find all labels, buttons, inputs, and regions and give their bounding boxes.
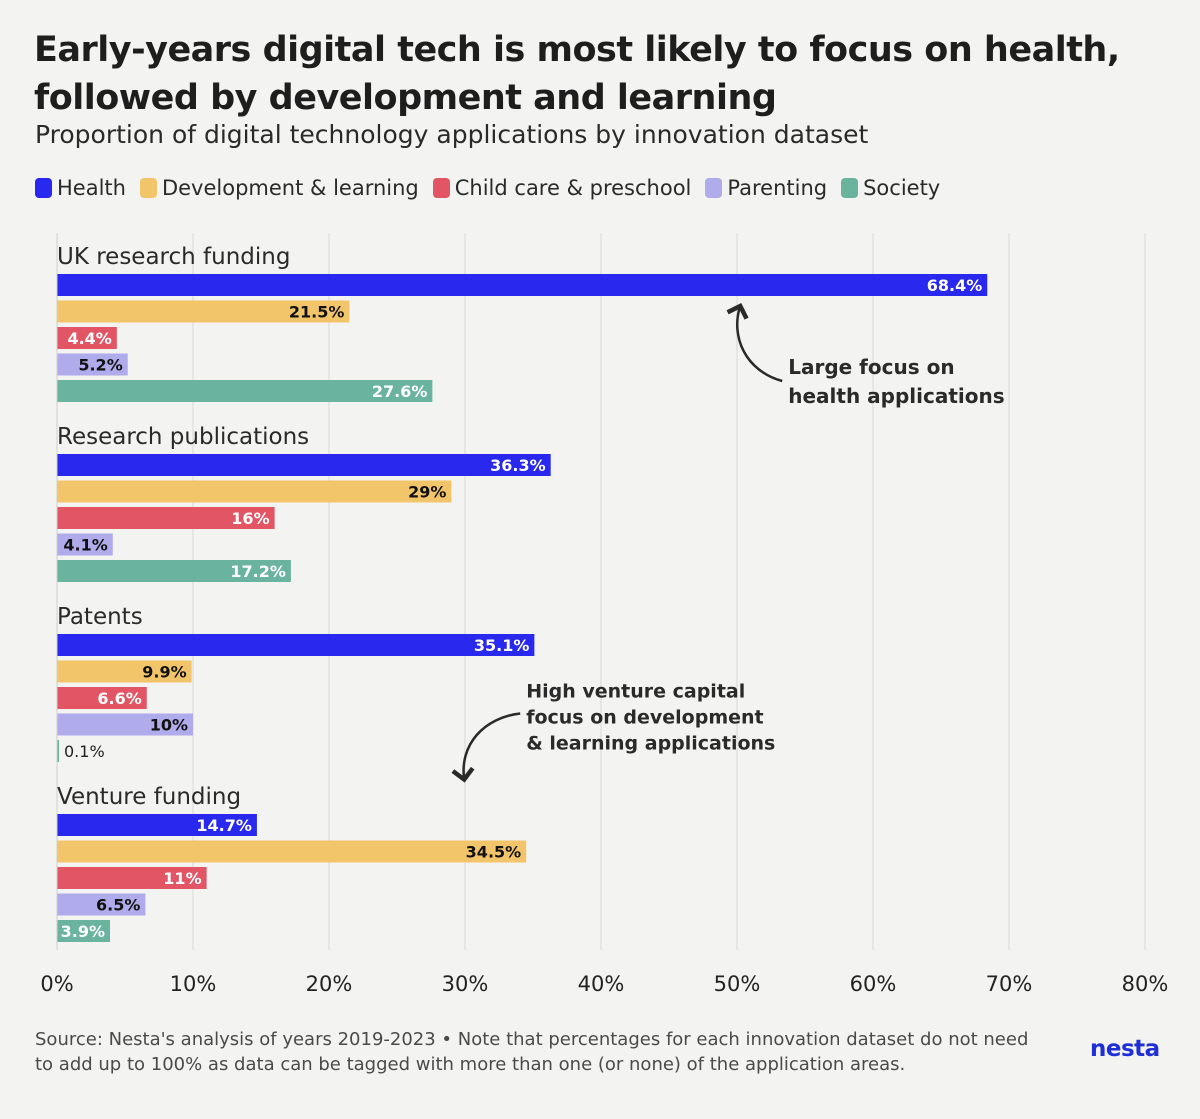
- data-label: 34.5%: [466, 843, 522, 862]
- annotation-venture-line: focus on development: [526, 707, 763, 729]
- chart-title: Early-years digital tech is most likely …: [34, 26, 1154, 122]
- group-label-venture-funding: Venture funding: [57, 784, 241, 810]
- chart-title-line-1: Early-years digital tech is most likely …: [34, 30, 1120, 70]
- chart-title-line-2: followed by development and learning: [34, 78, 777, 118]
- bar-research-publications-society: [57, 560, 291, 582]
- bar-uk-research-funding-child-care-and-preschool: [57, 327, 117, 349]
- x-tick-label: 20%: [306, 972, 353, 996]
- bar-patents-health: [57, 634, 535, 656]
- x-tick-label: 60%: [850, 972, 897, 996]
- data-label: 27.6%: [372, 382, 428, 401]
- annotation-health-line: Large focus on: [788, 355, 954, 379]
- x-tick-label: 80%: [1122, 972, 1169, 996]
- bar-research-publications-development-and-learning: [57, 480, 452, 503]
- data-label: 36.3%: [490, 456, 546, 475]
- legend-item-parenting: Parenting: [705, 176, 827, 200]
- source-note-line-2: to add up to 100% as data can be tagged …: [35, 1054, 906, 1075]
- legend-label: Child care & preschool: [454, 176, 692, 200]
- legend-label: Development & learning: [161, 176, 419, 200]
- data-label: 29%: [408, 483, 446, 502]
- data-label: 4.1%: [63, 536, 107, 555]
- bar-patents-parenting: [57, 713, 193, 736]
- data-label: 3.9%: [61, 922, 105, 941]
- data-label: 6.6%: [97, 689, 141, 708]
- data-label: 68.4%: [927, 276, 983, 295]
- bar-research-publications-parenting: [57, 533, 113, 556]
- annotation-arrow-venture: [451, 712, 521, 783]
- legend-label: Parenting: [727, 176, 828, 200]
- data-label: 0.1%: [64, 742, 105, 761]
- data-label: 10%: [150, 716, 188, 735]
- legend-item-health: Health: [35, 176, 126, 200]
- bar-research-publications-child-care-and-preschool: [57, 507, 275, 529]
- bar-patents-development-and-learning: [57, 660, 192, 683]
- legend-label: Society: [863, 176, 941, 200]
- data-label: 5.2%: [78, 356, 122, 375]
- group-label-research-publications: Research publications: [57, 424, 309, 450]
- data-label: 21.5%: [289, 303, 345, 322]
- chart-subtitle: Proportion of digital technology applica…: [35, 120, 869, 149]
- data-label: 16%: [231, 509, 269, 528]
- x-tick-label: 0%: [40, 972, 73, 996]
- legend-swatch: [35, 178, 52, 198]
- annotation-venture-line: High venture capital: [526, 681, 745, 703]
- x-tick-label: 10%: [170, 972, 217, 996]
- bar-venture-funding-society: [57, 920, 111, 942]
- data-label: 11%: [163, 869, 201, 888]
- legend-swatch: [841, 178, 859, 198]
- legend-swatch: [139, 178, 157, 198]
- bar-venture-funding-development-and-learning: [57, 840, 527, 863]
- data-label: 14.7%: [196, 816, 252, 835]
- bar-uk-research-funding-development-and-learning: [57, 300, 350, 323]
- legend-swatch: [432, 178, 450, 198]
- bar-patents-child-care-and-preschool: [57, 687, 147, 709]
- bar-venture-funding-child-care-and-preschool: [57, 867, 207, 889]
- bar-uk-research-funding-health: [57, 274, 988, 296]
- nesta-logo: nesta: [1090, 1036, 1160, 1062]
- data-label: 35.1%: [474, 636, 530, 655]
- source-note: Source: Nesta's analysis of years 2019-2…: [35, 1027, 1075, 1077]
- legend-swatch: [705, 178, 723, 198]
- annotation-venture-line: & learning applications: [526, 733, 775, 755]
- group-label-patents: Patents: [57, 604, 143, 630]
- source-note-line-1: Source: Nesta's analysis of years 2019-2…: [35, 1029, 1029, 1050]
- bar-patents-society: [57, 740, 59, 762]
- bar-venture-funding-health: [57, 814, 257, 836]
- group-label-uk-research-funding: UK research funding: [57, 244, 290, 270]
- bar-venture-funding-parenting: [57, 893, 146, 916]
- data-label: 17.2%: [230, 562, 286, 581]
- x-tick-label: 30%: [442, 972, 489, 996]
- bar-uk-research-funding-society: [57, 380, 433, 402]
- bar-research-publications-health: [57, 454, 551, 476]
- legend-label: Health: [57, 176, 126, 200]
- annotation-health-line: health applications: [788, 384, 1004, 408]
- x-tick-label: 50%: [714, 972, 761, 996]
- bar-uk-research-funding-parenting: [57, 353, 128, 376]
- legend: Health Development & learning Child care &…: [35, 176, 940, 200]
- legend-item-development-and-learning: Development & learning: [139, 176, 419, 200]
- data-label: 9.9%: [142, 663, 186, 682]
- x-tick-label: 70%: [986, 972, 1033, 996]
- annotation-arrow-health: [726, 302, 783, 383]
- bar-chart: 0% 10% 20% 30% 40% 50% 60% 70% 80% UK research fu…: [40, 233, 1169, 996]
- x-tick-label: 40%: [578, 972, 625, 996]
- data-label: 6.5%: [96, 896, 140, 915]
- data-label: 4.4%: [67, 329, 111, 348]
- legend-item-child-care-and-preschool: Child care & preschool: [432, 176, 692, 200]
- legend-item-society: Society: [841, 176, 940, 200]
